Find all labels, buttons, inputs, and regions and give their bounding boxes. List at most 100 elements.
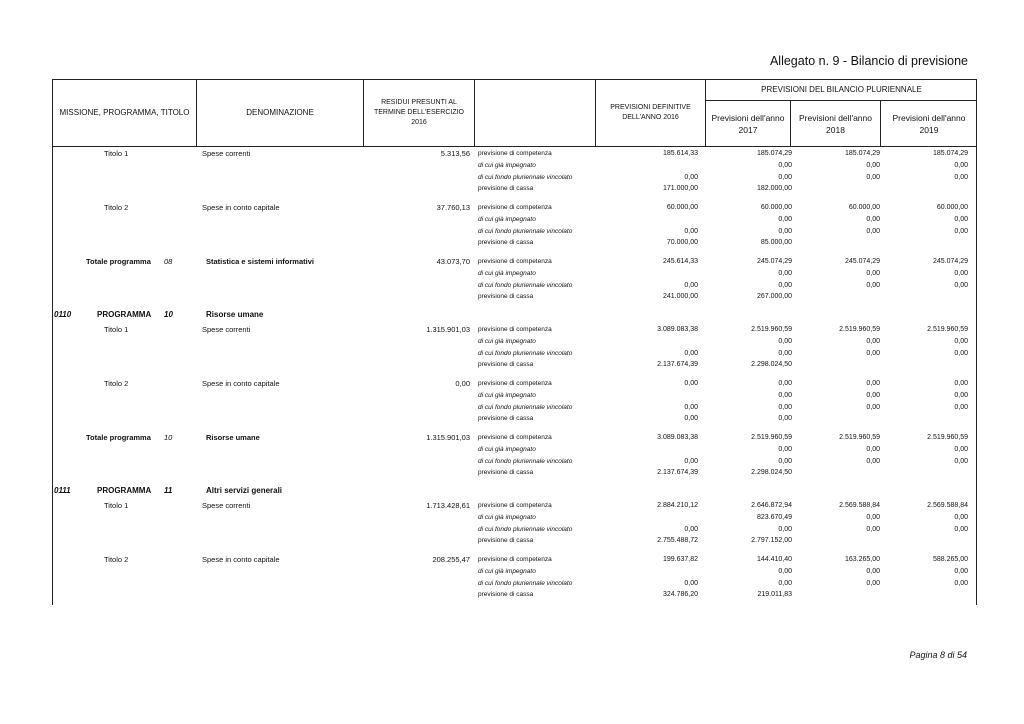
- header-2017: Previsioni dell'anno 2017: [706, 101, 791, 146]
- previsione-definitiva-2016: 241.000,00: [662, 293, 698, 301]
- row-title: Totale programma: [86, 257, 151, 266]
- residui-value: 43.073,70: [436, 257, 470, 266]
- table-row: di cui fondo pluriennale vincolato 0,00 0,…: [52, 402, 977, 414]
- table-row-group: Titolo 1 Spese correnti 1.713.428,61 previs…: [52, 499, 977, 553]
- program-code: 0111: [54, 486, 71, 495]
- header-missione: MISSIONE, PROGRAMMA, TITOLO: [53, 80, 197, 146]
- previsione-2019: 0,00: [954, 403, 968, 411]
- table-row: Titolo 2 Spese in conto capitale 37.760,13…: [52, 202, 977, 214]
- previsione-2017: 0,00: [778, 525, 792, 533]
- row-denominazione: Spese correnti: [202, 325, 251, 334]
- previsione-2017: 0,00: [778, 281, 792, 289]
- row-type-label: previsione di cassa: [478, 361, 534, 369]
- table-row: previsione di cassa 241.000,00 267.000,00: [52, 291, 977, 303]
- previsione-definitiva-2016: 2.884.210,12: [657, 502, 698, 509]
- previsione-definitiva-2016: 0,00: [684, 227, 698, 235]
- table-row: di cui già impegnato 0,00 0,00 0,00: [52, 160, 977, 172]
- table-row: Totale programma 08 Statistica e sistemi i…: [52, 256, 977, 268]
- previsione-2018: 185.074,29: [844, 150, 880, 157]
- row-title: Titolo 2: [104, 379, 129, 388]
- previsione-definitiva-2016: 3.089.083,38: [657, 326, 698, 333]
- previsione-2018: 0,00: [866, 457, 880, 465]
- previsione-definitiva-2016: 0,00: [684, 380, 698, 387]
- row-denominazione: Spese correnti: [202, 149, 251, 158]
- row-type-label: previsione di competenza: [478, 258, 552, 265]
- previsione-2018: 60.000,00: [848, 204, 880, 211]
- previsione-definitiva-2016: 2.755.488,72: [657, 537, 698, 545]
- row-type-label: previsione di competenza: [478, 204, 552, 211]
- table-row: di cui già impegnato 0,00 0,00 0,00: [52, 390, 977, 402]
- previsione-definitiva-2016: 185.614,33: [662, 150, 698, 157]
- row-type-label: previsione di competenza: [478, 434, 552, 441]
- previsione-2018: 0,00: [866, 513, 880, 521]
- row-type-label: di cui fondo pluriennale vincolato: [478, 227, 573, 235]
- header-pluriennale: PREVISIONI DEL BILANCIO PLURIENNALE: [706, 80, 977, 101]
- residui-value: 1.713.428,61: [426, 501, 470, 510]
- previsione-2017: 60.000,00: [760, 204, 792, 211]
- row-type-label: di cui fondo pluriennale vincolato: [478, 525, 573, 533]
- previsione-2017: 245.074,29: [756, 258, 792, 265]
- table-row-group: Titolo 2 Spese in conto capitale 208.255,4…: [52, 553, 977, 607]
- previsione-2017: 0,00: [778, 403, 792, 411]
- previsione-2018: 0,00: [866, 567, 880, 575]
- table-row-group: Totale programma 10 Risorse umane 1.315.901…: [52, 431, 977, 485]
- previsione-definitiva-2016: 0,00: [684, 349, 698, 357]
- row-type-label: di cui già impegnato: [478, 391, 536, 399]
- header-2019: Previsioni dell'anno 2019: [892, 112, 966, 135]
- previsione-2017: 0,00: [778, 173, 792, 181]
- previsione-2017: 2.646.872,94: [751, 502, 792, 509]
- table-body: Titolo 1 Spese correnti 5.313,56 previsione…: [52, 147, 977, 607]
- previsione-2017: 0,00: [778, 337, 792, 345]
- previsione-2019: 588.265,00: [932, 556, 968, 563]
- row-denominazione: Spese in conto capitale: [202, 203, 280, 212]
- program-header-row: 0111 PROGRAMMA 11 Altri servizi generali: [52, 485, 977, 499]
- previsione-2019: 185.074,29: [932, 150, 968, 157]
- previsione-2017: 267.000,00: [756, 293, 792, 301]
- program-label: PROGRAMMA: [97, 486, 152, 495]
- previsione-2017: 2.797.152,00: [751, 537, 792, 545]
- program-number: 11: [164, 486, 173, 495]
- previsione-2018: 0,00: [866, 349, 880, 357]
- row-denominazione: Spese in conto capitale: [202, 555, 280, 564]
- previsione-definitiva-2016: 60.000,00: [666, 204, 698, 211]
- program-header-row: 0110 PROGRAMMA 10 Risorse umane: [52, 309, 977, 323]
- row-title: Titolo 2: [104, 555, 129, 564]
- previsione-2019: 0,00: [954, 337, 968, 345]
- program-code: 0110: [54, 310, 72, 319]
- row-type-label: di cui già impegnato: [478, 567, 536, 575]
- row-title: Titolo 1: [104, 149, 129, 158]
- previsione-2019: 0,00: [954, 215, 968, 223]
- row-type-label: previsione di competenza: [478, 502, 552, 509]
- previsione-2019: 245.074,29: [932, 258, 968, 265]
- program-denominazione: Risorse umane: [206, 310, 264, 319]
- previsione-definitiva-2016: 245.614,33: [662, 258, 698, 265]
- table-row: Titolo 2 Spese in conto capitale 0,00 previ…: [52, 378, 977, 390]
- previsione-2019: 0,00: [954, 349, 968, 357]
- previsione-2019: 0,00: [954, 380, 968, 387]
- header-previsioni-definitive: PREVISIONI DEFINITIVE DELL'ANNO 2016: [596, 80, 706, 146]
- row-type-label: di cui fondo pluriennale vincolato: [478, 579, 573, 587]
- row-type-label: previsione di competenza: [478, 556, 552, 563]
- program-denominazione: Altri servizi generali: [206, 486, 283, 495]
- table-row: di cui fondo pluriennale vincolato 0,00 0,…: [52, 348, 977, 360]
- table-row: di cui fondo pluriennale vincolato 0,00 0,…: [52, 578, 977, 590]
- previsione-2019: 0,00: [954, 227, 968, 235]
- row-type-label: previsione di competenza: [478, 150, 552, 157]
- previsione-2017: 219.011,83: [757, 591, 792, 599]
- previsione-definitiva-2016: 199.637,82: [662, 556, 698, 563]
- previsione-2018: 2.569.588,84: [839, 502, 880, 509]
- previsione-2017: 185.074,29: [756, 150, 792, 157]
- previsione-definitiva-2016: 3.089.083,38: [657, 434, 698, 441]
- table-row: di cui già impegnato 0,00 0,00 0,00: [52, 444, 977, 456]
- previsione-2017: 0,00: [778, 380, 792, 387]
- previsione-2017: 0,00: [778, 567, 792, 575]
- residui-value: 208.255,47: [432, 555, 470, 564]
- header-2018: Previsioni dell'anno 2018: [791, 101, 881, 146]
- table-row-group: Titolo 1 Spese correnti 1.315.901,03 previs…: [52, 323, 977, 377]
- row-title: Titolo 1: [104, 501, 129, 510]
- previsione-2018: 0,00: [866, 161, 880, 169]
- previsione-2019: 0,00: [954, 567, 968, 575]
- row-type-label: di cui già impegnato: [478, 215, 536, 223]
- previsione-2019: 0,00: [954, 161, 968, 169]
- programma-number: 08: [164, 257, 173, 266]
